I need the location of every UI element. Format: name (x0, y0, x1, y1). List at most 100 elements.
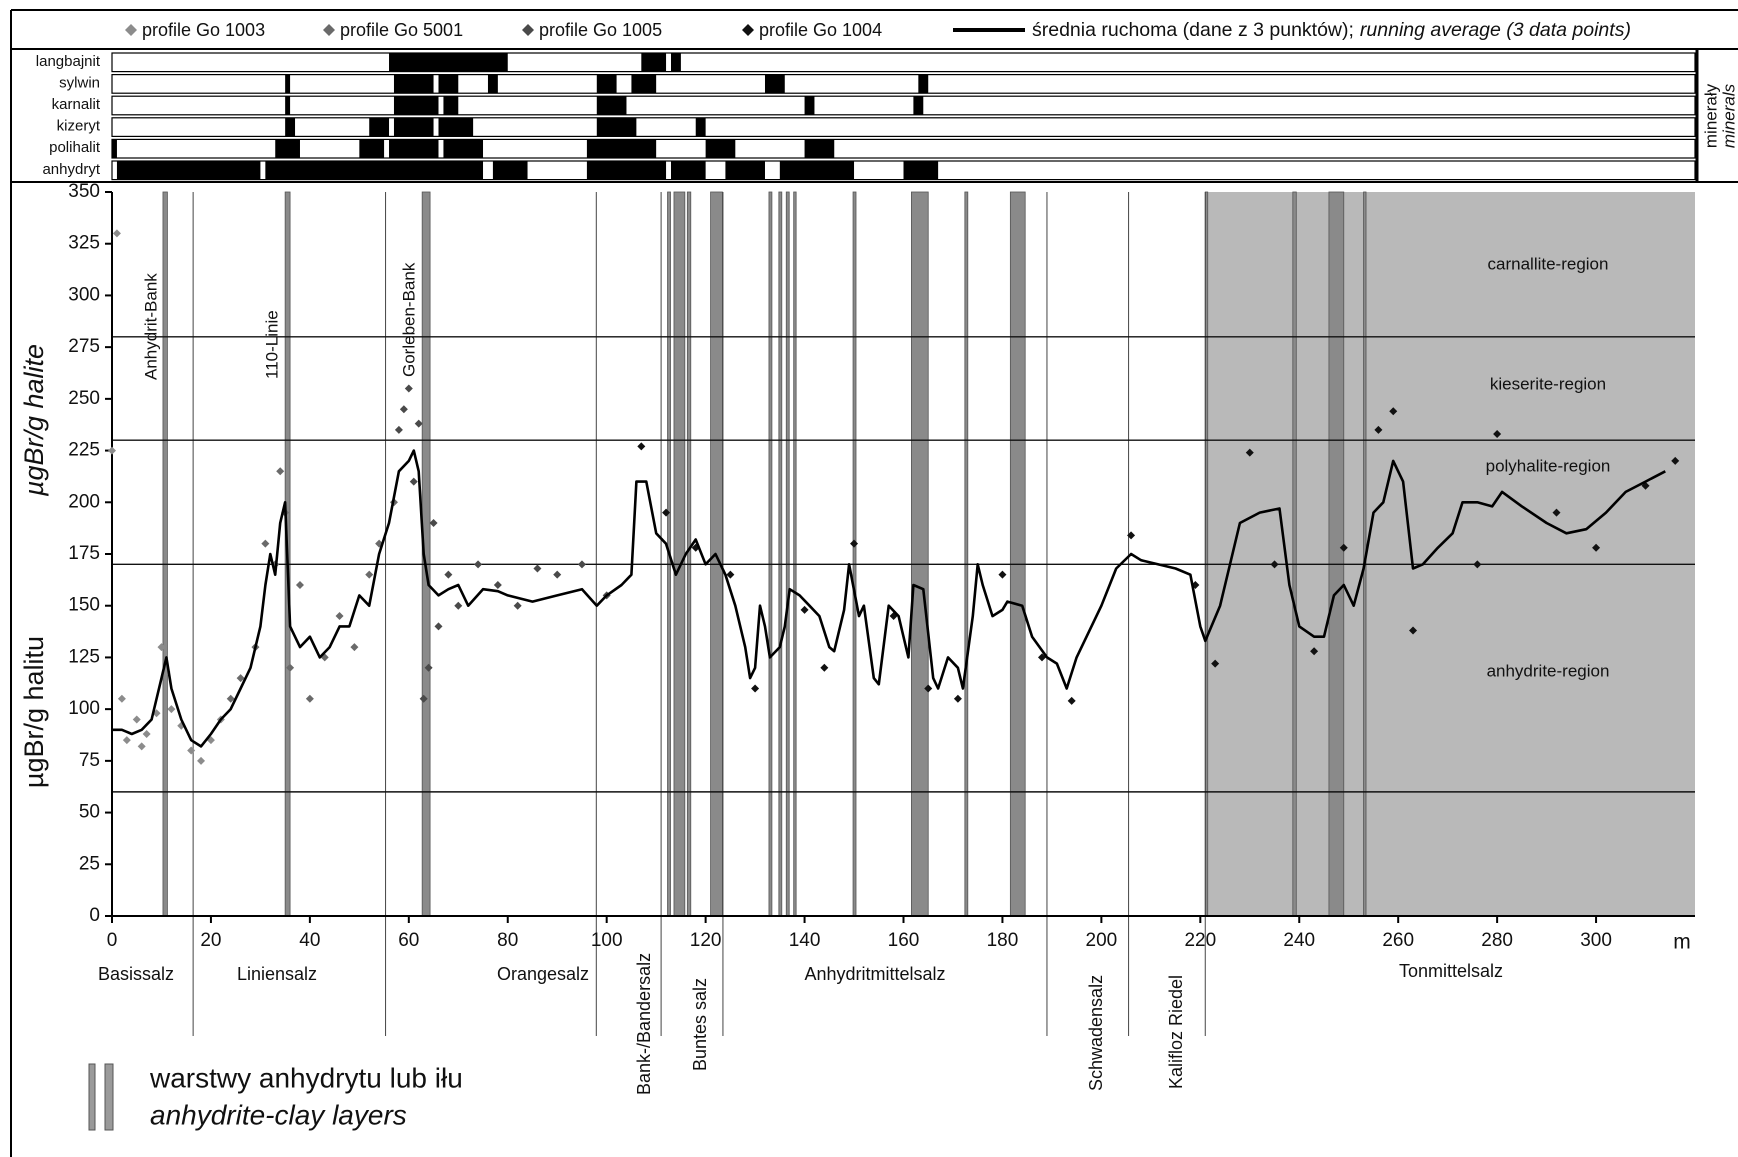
mineral-occurrence (285, 96, 291, 115)
legend-label-pl: średnia ruchoma (dane z 3 punktów); (1032, 19, 1354, 41)
x-tick-label: 60 (398, 930, 419, 951)
anhydrite-clay-layer (852, 191, 857, 917)
data-point (157, 643, 166, 652)
mineral-occurrence (586, 161, 667, 180)
mineral-occurrence (389, 53, 508, 72)
y-tick-label: 25 (79, 853, 100, 874)
data-point (1592, 543, 1601, 552)
legend-layer-swatch (88, 1063, 96, 1131)
mineral-label: karnalit (52, 96, 101, 113)
x-tick-label: 140 (789, 930, 821, 951)
data-point (187, 746, 196, 755)
mineral-row (111, 73, 1696, 94)
anhydrite-clay-layer (964, 191, 969, 917)
data-point (276, 467, 285, 476)
data-point (350, 643, 359, 652)
legend-label: profile Go 1005 (539, 20, 662, 40)
region-label: polyhalite-region (1486, 456, 1611, 475)
mineral-occurrence (116, 161, 261, 180)
x-tick-label: 40 (299, 930, 320, 951)
anhydrite-clay-layer (785, 191, 790, 917)
data-point (751, 684, 760, 693)
data-point (637, 442, 646, 451)
data-point (1389, 407, 1398, 416)
mineral-row (111, 117, 1696, 138)
mineral-occurrence (285, 74, 291, 94)
data-point (409, 477, 418, 486)
unit-label: Orangesalz (497, 964, 589, 984)
x-unit: m (1673, 931, 1691, 954)
unit-label: Tonmittelsalz (1399, 961, 1503, 981)
mineral-occurrence (285, 117, 296, 137)
data-point (424, 663, 433, 672)
x-tick-label: 240 (1283, 930, 1315, 951)
data-point (335, 612, 344, 621)
y-tick-label: 275 (68, 336, 100, 357)
y-tick-label: 175 (68, 543, 100, 564)
y-tick-label: 50 (79, 802, 100, 823)
y-tick-label: 75 (79, 750, 100, 771)
mineral-occurrence (438, 74, 459, 94)
region-label: anhydrite-region (1487, 661, 1610, 680)
mineral-occurrence (492, 161, 528, 180)
layers-legend-en: anhydrite-clay layers (150, 1099, 407, 1130)
data-point (226, 694, 235, 703)
data-point (577, 560, 586, 569)
legend-label: profile Go 5001 (340, 20, 463, 40)
data-point (1245, 448, 1254, 457)
data-point (429, 518, 438, 527)
legend-label: średnia ruchoma (dane z 3 punktów); runni… (1032, 19, 1631, 41)
data-point (122, 736, 131, 745)
y-tick-label: 200 (68, 491, 100, 512)
anhydrite-clay-layer (768, 191, 773, 917)
mineral-occurrence (112, 139, 117, 158)
mineral-occurrence (725, 161, 765, 180)
data-point (533, 564, 542, 573)
data-point (444, 570, 453, 579)
data-point (474, 560, 483, 569)
data-point (117, 694, 126, 703)
legend-marker (125, 24, 137, 36)
legend-label: profile Go 1004 (759, 20, 882, 40)
y-title: µgBr/g halite (19, 344, 49, 497)
x-tick-label: 280 (1481, 930, 1513, 951)
region-label: kieserite-region (1490, 374, 1606, 393)
minerals-label-en: minerals (1719, 83, 1738, 148)
y-tick-label: 100 (68, 698, 100, 719)
mineral-occurrence (596, 74, 617, 94)
anhydrite-clay-layer (162, 191, 168, 917)
anhydrite-clay-layer (1328, 191, 1345, 917)
mineral-label: langbajnit (36, 53, 101, 70)
data-point (726, 570, 735, 579)
data-point (305, 694, 314, 703)
data-point (924, 684, 933, 693)
data-point (454, 601, 463, 610)
data-point (236, 674, 245, 683)
mineral-occurrence (275, 139, 300, 158)
mineral-occurrence (764, 74, 785, 94)
x-tick-label: 120 (690, 930, 722, 951)
y-tick-label: 0 (89, 905, 100, 926)
data-point (197, 756, 206, 765)
layers-legend: warstwy anhydrytu lub iłu (149, 1062, 463, 1093)
mineral-occurrence (393, 117, 434, 137)
mineral-occurrence (804, 96, 815, 115)
unit-label: Schwadensalz (1086, 975, 1106, 1091)
data-point (112, 229, 121, 238)
data-point (998, 570, 1007, 579)
unit-label: Buntes salz (690, 978, 710, 1071)
unit-label: Basissalz (98, 964, 174, 984)
mineral-occurrence (631, 74, 657, 94)
mineral-occurrence (487, 74, 498, 94)
minerals-label: minerały (1701, 83, 1720, 148)
unit-label: Anhydritmittelsalz (804, 964, 945, 984)
y-tick-label: 300 (68, 284, 100, 305)
mineral-occurrence (695, 117, 706, 137)
region-label: carnallite-region (1488, 254, 1609, 273)
data-point (414, 419, 423, 428)
mineral-occurrence (596, 117, 637, 137)
data-point (850, 539, 859, 548)
mineral-occurrence (918, 74, 929, 94)
mineral-label: sylwin (59, 74, 100, 91)
